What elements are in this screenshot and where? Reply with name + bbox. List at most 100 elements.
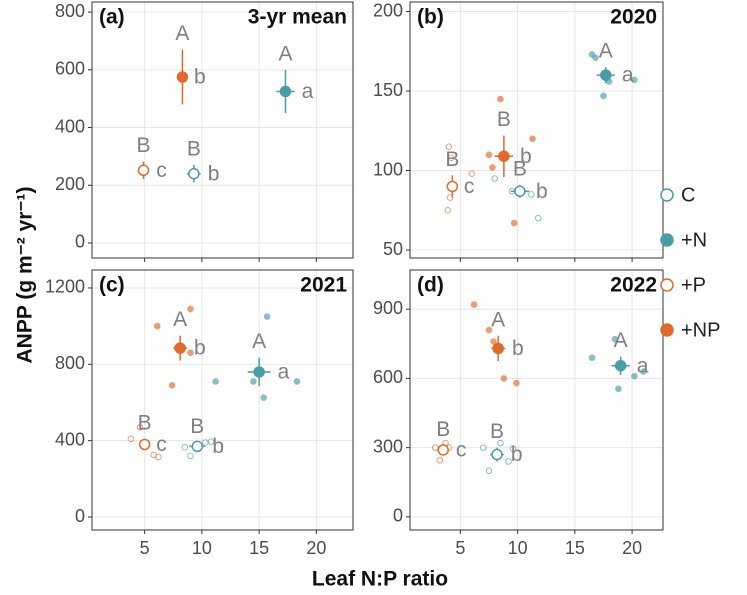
panel-label: (d) (417, 274, 444, 297)
treatment-letter: c (464, 175, 475, 198)
replicate-point (509, 445, 517, 453)
group-letter: B (436, 418, 450, 441)
replicate-point (500, 375, 508, 382)
x-tick-label: 15 (565, 538, 585, 558)
treatment-letter: b (194, 66, 206, 89)
group-letter: B (138, 411, 152, 434)
treatment-letter: a (622, 64, 634, 87)
legend-symbol (660, 323, 674, 337)
group-letter: A (278, 42, 292, 65)
y-tick-label: 0 (75, 232, 85, 252)
panel-title: 3-yr mean (248, 6, 347, 29)
mean-point (492, 342, 504, 355)
y-tick-label: 400 (55, 116, 85, 136)
y-tick-label: 600 (55, 59, 85, 79)
y-tick-label: 0 (75, 506, 85, 526)
treatment-letter: b (511, 443, 523, 466)
replicate-point (127, 435, 135, 443)
group-letter: B (445, 148, 459, 171)
mean-point (514, 185, 526, 197)
treatment-letter: a (302, 80, 314, 103)
replicate-point (187, 452, 194, 460)
treatment-letter: b (520, 145, 532, 168)
replicate-point (588, 354, 596, 361)
replicate-point (207, 438, 215, 445)
replicate-point (212, 378, 219, 385)
treatment-letter: b (536, 180, 548, 203)
replicate-point (436, 457, 444, 464)
replicate-point (490, 338, 497, 345)
mean-point (138, 438, 151, 451)
mean-point (279, 85, 292, 98)
y-tick-label: 400 (55, 429, 85, 449)
panel-background (92, 270, 353, 530)
treatment-letter: b (208, 162, 220, 185)
group-letter: B (137, 134, 151, 157)
mean-point (600, 69, 612, 81)
replicate-point (168, 382, 176, 389)
y-tick-label: 1200 (45, 277, 85, 297)
mean-point (174, 342, 186, 354)
y-tick-label: 50 (383, 239, 403, 259)
x-tick-label: 20 (622, 538, 642, 558)
mean-point (491, 448, 503, 461)
x-axis-label: Leaf N:P ratio (312, 568, 448, 591)
treatment-letter: b (194, 337, 206, 360)
panel-label: (c) (99, 274, 125, 297)
x-tick-label: 5 (140, 538, 150, 558)
x-tick-label: 10 (508, 538, 528, 558)
replicate-point (640, 368, 647, 375)
group-letter: A (491, 308, 505, 331)
mean-point (437, 444, 449, 456)
replicate-point (153, 322, 161, 330)
group-letter: B (513, 157, 527, 180)
replicate-point (187, 305, 194, 313)
x-tick-label: 15 (249, 538, 269, 558)
legend-label: +P (681, 274, 706, 296)
y-tick-label: 600 (373, 367, 403, 387)
mean-point (614, 359, 627, 372)
legend-label: +N (681, 229, 707, 251)
y-tick-label: 200 (373, 0, 403, 20)
y-tick-label: 150 (373, 80, 403, 100)
mean-point (498, 150, 510, 162)
replicate-point (447, 154, 455, 162)
legend-label: C (681, 184, 695, 206)
legend-symbol (660, 233, 674, 247)
replicate-point (468, 170, 476, 178)
replicate-point (489, 164, 496, 171)
replicate-point (293, 378, 301, 385)
replicate-point (631, 76, 638, 84)
panel-border (91, 269, 354, 531)
y-tick-label: 100 (373, 159, 403, 179)
y-tick-label: 900 (373, 298, 403, 318)
replicate-point (187, 349, 194, 357)
treatment-letter: a (637, 354, 649, 377)
replicate-point (611, 335, 619, 343)
replicate-point (485, 326, 493, 334)
replicate-point (615, 385, 622, 393)
replicate-point (444, 206, 452, 214)
panel-border (409, 1, 664, 259)
group-letter: B (490, 420, 504, 443)
mean-point (188, 167, 200, 180)
mean-point (176, 71, 189, 83)
panel-title: 2021 (300, 274, 347, 297)
group-letter: A (173, 308, 187, 331)
replicate-point (431, 444, 439, 451)
x-tick-label: 10 (192, 538, 212, 558)
panel-title: 2022 (610, 274, 657, 297)
replicate-point (470, 301, 478, 308)
x-tick-label: 20 (306, 538, 326, 558)
panel-label: (b) (417, 6, 444, 29)
panel-label: (a) (99, 6, 125, 29)
replicate-point (260, 394, 268, 402)
replicate-point (510, 219, 518, 227)
x-tick-label: 5 (455, 538, 465, 558)
group-letter: B (497, 108, 511, 131)
replicate-point (513, 379, 520, 387)
replicate-point (592, 54, 599, 61)
panel-background (92, 2, 353, 258)
treatment-letter: c (156, 159, 167, 182)
